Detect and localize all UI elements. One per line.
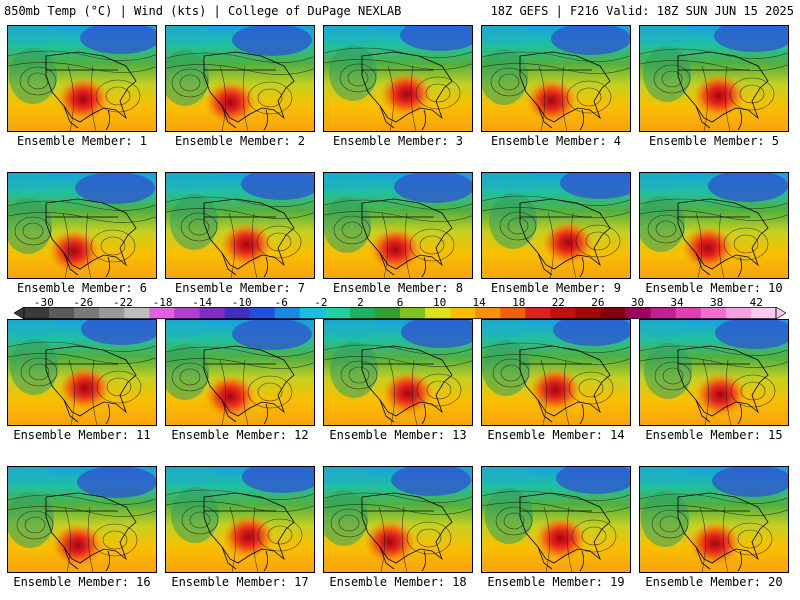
colorbar-swatch: [500, 307, 526, 319]
ensemble-member-label: Ensemble Member: 8: [332, 281, 464, 295]
colorbar-tick-label: 34: [670, 296, 684, 309]
colorbar-tick-label: 2: [357, 296, 364, 309]
ensemble-member-map: [639, 25, 789, 132]
ensemble-member-label: Ensemble Member: 6: [16, 281, 148, 295]
colorbar-min-arrow: [14, 307, 25, 319]
ensemble-member-map: [165, 466, 315, 573]
ensemble-member-map: [165, 319, 315, 426]
colorbar-tick-label: -6: [274, 296, 288, 309]
colorbar-tick-label: 22: [551, 296, 565, 309]
colorbar-swatch: [425, 307, 451, 319]
ensemble-member-label: Ensemble Member: 15: [645, 428, 783, 442]
colorbar-tick-label: 30: [630, 296, 645, 309]
colorbar-swatch: [650, 307, 677, 319]
ensemble-member-map: [7, 172, 157, 279]
ensemble-member-label: Ensemble Member: 17: [171, 575, 309, 589]
ensemble-member-map: [323, 25, 473, 132]
colorbar-swatch: [24, 307, 50, 319]
colorbar-swatch: [249, 307, 275, 319]
map-title-right: 18Z GEFS | F216 Valid: 18Z SUN JUN 15 20…: [490, 4, 794, 18]
colorbar-tick-label: -22: [113, 296, 133, 309]
colorbar-swatch: [374, 307, 401, 319]
ensemble-member-label: Ensemble Member: 5: [648, 134, 780, 148]
colorbar-tick-label: -30: [33, 296, 54, 309]
ensemble-member-map: [639, 319, 789, 426]
ensemble-member-label: Ensemble Member: 7: [174, 281, 306, 295]
colorbar-tick-label: 6: [396, 296, 404, 309]
colorbar-swatch: [750, 307, 777, 319]
ensemble-member-map: [7, 319, 157, 426]
colorbar-swatch: [174, 307, 200, 319]
colorbar-swatch: [700, 307, 727, 319]
colorbar-swatch: [625, 307, 651, 319]
ensemble-member-label: Ensemble Member: 2: [174, 134, 306, 148]
ensemble-member-map: [639, 172, 789, 279]
colorbar-tick-label: 18: [512, 296, 526, 309]
colorbar-tick-label: 38: [710, 296, 724, 309]
colorbar-tick-label: 14: [472, 296, 486, 309]
colorbar-swatch: [124, 307, 150, 319]
ensemble-member-label: Ensemble Member: 18: [329, 575, 467, 589]
colorbar-swatch: [49, 307, 75, 319]
ensemble-member-map: [165, 172, 315, 279]
colorbar-swatch: [349, 307, 376, 319]
ensemble-member-label: Ensemble Member: 11: [13, 428, 151, 442]
ensemble-member-map: [481, 466, 631, 573]
ensemble-member-map: [639, 466, 789, 573]
colorbar-swatch: [74, 307, 100, 319]
colorbar-tick-label: 42: [749, 296, 763, 309]
ensemble-member-label: Ensemble Member: 10: [645, 281, 783, 295]
temperature-colorbar: [14, 307, 786, 319]
colorbar-swatch: [450, 307, 476, 319]
ensemble-member-label: Ensemble Member: 4: [490, 134, 622, 148]
ensemble-member-label: Ensemble Member: 13: [329, 428, 467, 442]
colorbar-swatch: [550, 307, 576, 319]
colorbar-swatch: [400, 307, 426, 319]
ensemble-member-map: [481, 172, 631, 279]
ensemble-member-map: [323, 319, 473, 426]
colorbar-swatch: [274, 307, 301, 319]
ensemble-member-label: Ensemble Member: 9: [490, 281, 622, 295]
colorbar-tick-label: -26: [73, 296, 94, 309]
colorbar-tick-label: -2: [314, 296, 328, 309]
map-title-left: 850mb Temp (°C) | Wind (kts) | College o…: [4, 4, 402, 18]
colorbar-max-arrow: [775, 307, 786, 319]
colorbar-swatch: [600, 307, 626, 319]
colorbar-tick-label: -10: [231, 296, 252, 309]
colorbar-tick-label: 26: [591, 296, 605, 309]
colorbar-swatch: [299, 307, 326, 319]
colorbar-swatch: [149, 307, 175, 319]
ensemble-member-label: Ensemble Member: 12: [171, 428, 309, 442]
ensemble-member-label: Ensemble Member: 16: [13, 575, 151, 589]
ensemble-member-map: [323, 466, 473, 573]
colorbar-tick-label: -14: [192, 296, 213, 309]
colorbar-tick-label: -18: [152, 296, 173, 309]
colorbar-swatch: [675, 307, 702, 319]
colorbar-swatch: [525, 307, 551, 319]
ensemble-member-map: [7, 25, 157, 132]
colorbar-swatch: [725, 307, 752, 319]
ensemble-member-label: Ensemble Member: 19: [487, 575, 625, 589]
colorbar-swatch: [199, 307, 225, 319]
ensemble-member-map: [323, 172, 473, 279]
colorbar-swatch: [224, 307, 250, 319]
ensemble-member-map: [7, 466, 157, 573]
ensemble-member-label: Ensemble Member: 3: [332, 134, 464, 148]
ensemble-member-label: Ensemble Member: 14: [487, 428, 625, 442]
ensemble-member-map: [481, 319, 631, 426]
colorbar-swatch: [324, 307, 351, 319]
ensemble-member-label: Ensemble Member: 1: [16, 134, 148, 148]
ensemble-member-label: Ensemble Member: 20: [645, 575, 783, 589]
ensemble-member-map: [165, 25, 315, 132]
colorbar-swatch: [575, 307, 601, 319]
colorbar-swatch: [99, 307, 125, 319]
colorbar-swatch: [475, 307, 501, 319]
ensemble-member-map: [481, 25, 631, 132]
colorbar-tick-label: 10: [432, 296, 447, 309]
